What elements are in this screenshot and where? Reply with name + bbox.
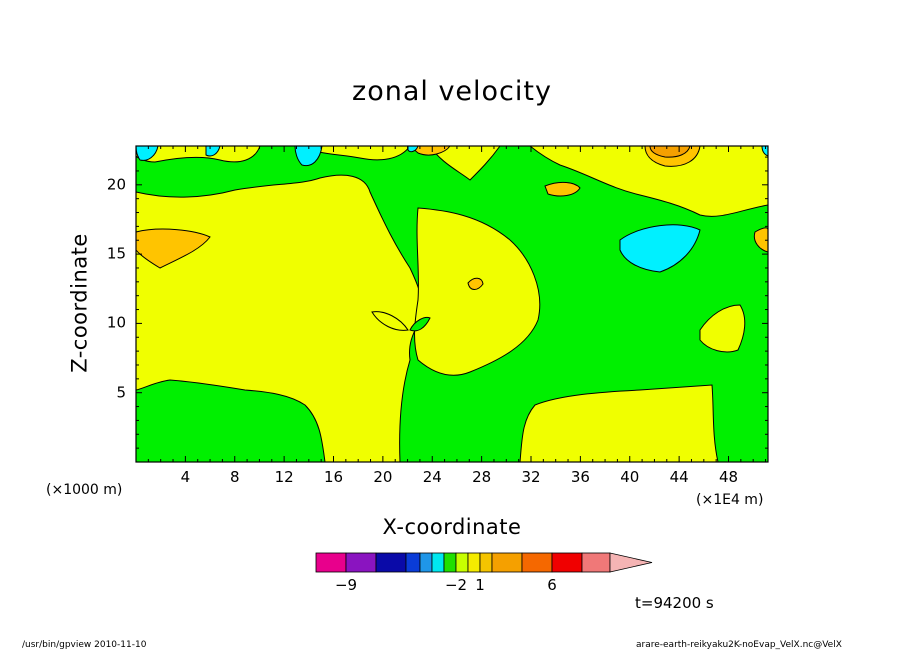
colorbar-cell	[315, 552, 347, 573]
cyan-region	[294, 145, 323, 167]
yellow-region	[699, 304, 746, 353]
x-tick-label: 16	[323, 468, 344, 486]
colorbar-cell	[551, 552, 583, 573]
colorbar-tick-label: 6	[547, 576, 557, 594]
colorbar-cell	[455, 552, 469, 573]
colorbar-tick-label: 1	[475, 576, 485, 594]
x-unit-label: (×1000 m)	[46, 482, 123, 498]
x-tick-label: 12	[274, 468, 294, 486]
colorbar-cell	[467, 552, 481, 573]
x-tick-label: 36	[570, 468, 590, 486]
colorbar-cell	[479, 552, 493, 573]
x-tick-label: 20	[373, 468, 393, 486]
dark-orange-region	[649, 145, 691, 158]
footer-left: /usr/bin/gpview 2010-11-10	[22, 640, 147, 650]
cyan-region	[619, 224, 701, 273]
x-unit-label-secondary: (×1E4 m)	[696, 492, 764, 508]
orange-region	[467, 277, 484, 290]
colorbar-cell	[431, 552, 445, 573]
colorbar-cell	[345, 552, 377, 573]
yellow-region	[371, 311, 409, 331]
y-axis-label: Z-coordinate	[67, 233, 92, 373]
x-tick-label: 44	[669, 468, 689, 486]
orange-region	[544, 181, 581, 197]
colorbar-cell	[443, 552, 457, 573]
y-tick-label: 10	[106, 313, 126, 332]
colorbar-tick-label: −2	[444, 576, 468, 594]
colorbar-cell	[581, 552, 611, 573]
colorbar-cell	[491, 552, 523, 573]
x-tick-label: 32	[521, 468, 541, 486]
plot-frame	[135, 145, 769, 463]
x-tick-label: 8	[229, 468, 240, 486]
colorbar-cell	[375, 552, 407, 573]
y-tick-label: 15	[106, 244, 126, 263]
x-axis-label: X-coordinate	[382, 515, 522, 539]
time-annotation: t=94200 s	[635, 594, 714, 612]
y-tick-label: 20	[106, 175, 126, 194]
colorbar-cell	[419, 552, 433, 573]
colorbar-extension	[609, 552, 653, 573]
x-tick-label: 24	[422, 468, 442, 486]
orange-region	[135, 228, 211, 269]
y-tick-label: 5	[116, 383, 126, 402]
yellow-region	[135, 174, 423, 463]
yellow-region	[414, 207, 541, 376]
yellow-region	[519, 384, 719, 463]
footer-right: arare-earth-reikyaku2K-noEvap_VelX.nc@Ve…	[636, 640, 842, 650]
x-tick-label: 48	[718, 468, 739, 486]
colorbar-cell	[405, 552, 421, 573]
colorbar-cell	[521, 552, 553, 573]
chart-title: zonal velocity	[352, 76, 552, 107]
colorbar-tick-label: −9	[334, 576, 358, 594]
x-tick-label: 40	[620, 468, 640, 486]
yellow-region	[429, 145, 501, 181]
x-tick-label: 28	[472, 468, 492, 486]
yellow-region	[528, 145, 769, 217]
x-tick-label: 4	[180, 468, 191, 486]
green-region	[409, 317, 431, 332]
